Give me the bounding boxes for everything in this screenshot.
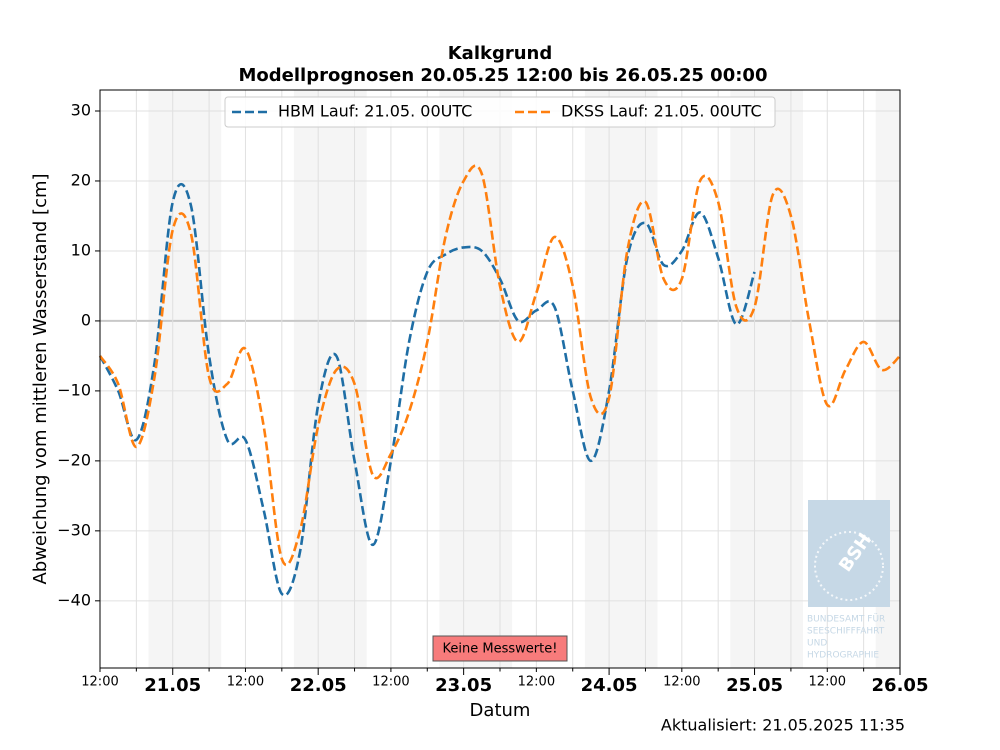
x-tick-label: 12:00 <box>81 675 118 690</box>
axes: −40 −30 −20 −10 0 10 20 30 12:00 21.05 12:00 22.05 1… <box>57 89 929 696</box>
x-tick-label: 23.05 <box>435 675 492 696</box>
chart-title: Kalkgrund <box>448 43 553 64</box>
logo-text: UND <box>807 639 827 649</box>
logo-text: SEESCHIFFFAHRT <box>807 627 885 637</box>
legend: HBM Lauf: 21.05. 00UTC DKSS Lauf: 21.05. … <box>224 96 776 128</box>
updated-note: Aktualisiert: 21.05.2025 11:35 <box>661 716 905 735</box>
logo-text: BUNDESAMT FÜR <box>807 614 885 625</box>
y-tick-label: −40 <box>57 590 91 609</box>
y-axis-label: Abweichung vom mittleren Wasserstand [cm… <box>30 173 51 584</box>
series-line <box>98 164 901 567</box>
logo-text: HYDROGRAPHIE <box>807 651 879 661</box>
night-shading <box>148 90 900 668</box>
y-tick-label: 30 <box>71 100 91 119</box>
x-tick-label: 12:00 <box>809 675 846 690</box>
y-tick-label: 10 <box>71 240 91 259</box>
logo: BSH BUNDESAMT FÜRSEESCHIFFFAHRTUNDHYDROG… <box>807 500 890 661</box>
annotation-text: Keine Messwerte! <box>443 642 558 657</box>
x-axis-label: Datum <box>470 700 531 721</box>
chart-subtitle: Modellprognosen 20.05.25 12:00 bis 26.05… <box>239 65 768 86</box>
night-band <box>439 90 513 668</box>
legend-box <box>224 96 776 128</box>
plot-frame <box>99 89 901 669</box>
x-tick-label: 25.05 <box>726 675 783 696</box>
x-tick-label: 12:00 <box>518 675 555 690</box>
series-line <box>98 182 756 597</box>
y-tick-label: −10 <box>57 380 91 399</box>
y-tick-label: 20 <box>71 170 91 189</box>
annotation-box <box>432 635 568 662</box>
logo-ring <box>814 531 884 601</box>
x-tick-label: 22.05 <box>290 675 347 696</box>
night-band <box>730 90 804 668</box>
series <box>98 164 901 597</box>
x-tick-label: 24.05 <box>581 675 638 696</box>
legend-label: HBM Lauf: 21.05. 00UTC <box>278 102 472 121</box>
x-tick-label: 21.05 <box>144 675 201 696</box>
y-tick-label: −20 <box>57 450 91 469</box>
y-tick-label: −30 <box>57 520 91 539</box>
x-tick-label: 12:00 <box>372 675 409 690</box>
x-tick-label: 12:00 <box>663 675 700 690</box>
x-tick-label: 12:00 <box>227 675 264 690</box>
logo-box <box>808 500 890 607</box>
x-tick-label: 26.05 <box>872 675 929 696</box>
legend-label: DKSS Lauf: 21.05. 00UTC <box>561 102 762 121</box>
night-band <box>584 90 658 668</box>
y-tick-label: 0 <box>81 310 91 329</box>
